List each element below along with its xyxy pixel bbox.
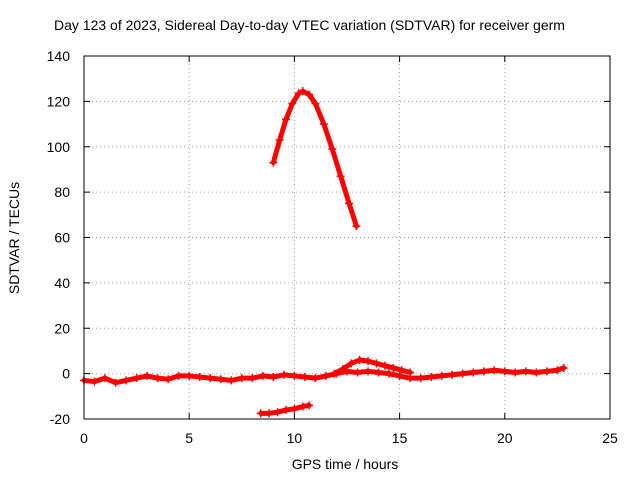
data-point bbox=[305, 401, 314, 410]
data-point bbox=[185, 371, 194, 380]
data-point bbox=[290, 371, 299, 380]
data-point bbox=[469, 368, 478, 377]
y-tick-label: -20 bbox=[50, 411, 70, 427]
data-point bbox=[132, 374, 141, 383]
data-point bbox=[372, 359, 381, 368]
data-point bbox=[195, 373, 204, 382]
x-axis-label: GPS time / hours bbox=[291, 456, 399, 472]
data-point bbox=[490, 366, 499, 375]
data-point bbox=[338, 365, 347, 374]
data-point bbox=[364, 357, 373, 366]
data-point bbox=[290, 404, 299, 413]
data-point bbox=[347, 359, 356, 368]
data-point bbox=[122, 376, 131, 385]
data-point bbox=[500, 367, 509, 376]
data-point bbox=[328, 145, 337, 154]
data-point bbox=[416, 374, 425, 383]
data-point bbox=[395, 371, 404, 380]
data-point bbox=[279, 370, 288, 379]
data-point bbox=[559, 363, 568, 372]
data-point bbox=[352, 222, 361, 231]
data-point bbox=[164, 375, 173, 384]
data-point bbox=[153, 374, 162, 383]
x-tick-label: 15 bbox=[392, 430, 408, 446]
y-tick-label: 120 bbox=[47, 93, 71, 109]
data-point bbox=[345, 199, 354, 208]
data-point bbox=[336, 172, 345, 181]
data-point bbox=[90, 377, 99, 386]
data-point bbox=[269, 158, 278, 167]
data-point bbox=[364, 367, 373, 376]
data-point bbox=[511, 368, 520, 377]
data-point bbox=[273, 408, 282, 417]
data-point bbox=[330, 369, 339, 378]
data-point bbox=[258, 371, 267, 380]
data-point bbox=[389, 363, 398, 372]
y-tick-label: 40 bbox=[54, 275, 70, 291]
y-tick-label: 80 bbox=[54, 184, 70, 200]
y-tick-label: 140 bbox=[47, 48, 71, 64]
data-point bbox=[311, 99, 320, 108]
data-point bbox=[397, 366, 406, 375]
data-point bbox=[532, 368, 541, 377]
data-point bbox=[281, 115, 290, 124]
data-point bbox=[269, 373, 278, 382]
data-point bbox=[288, 99, 297, 108]
data-point bbox=[256, 409, 265, 418]
data-point bbox=[174, 371, 183, 380]
data-point bbox=[265, 409, 274, 418]
data-point bbox=[294, 89, 303, 98]
x-tick-label: 20 bbox=[497, 430, 513, 446]
data-point bbox=[300, 373, 309, 382]
data-point bbox=[298, 87, 307, 96]
data-point bbox=[298, 402, 307, 411]
x-tick-label: 25 bbox=[602, 430, 618, 446]
chart-title: Day 123 of 2023, Sidereal Day-to-day VTE… bbox=[54, 17, 565, 33]
data-point bbox=[458, 369, 467, 378]
data-point bbox=[319, 120, 328, 129]
data-point bbox=[248, 374, 257, 383]
y-tick-label: 20 bbox=[54, 320, 70, 336]
y-tick-label: 100 bbox=[47, 139, 71, 155]
data-point bbox=[406, 368, 415, 377]
data-point bbox=[237, 374, 246, 383]
data-markers bbox=[80, 87, 568, 418]
data-point bbox=[353, 368, 362, 377]
y-tick-label: 0 bbox=[62, 366, 70, 382]
data-point bbox=[448, 370, 457, 379]
data-point bbox=[281, 405, 290, 414]
data-point bbox=[553, 366, 562, 375]
data-point bbox=[437, 371, 446, 380]
y-tick-label: 60 bbox=[54, 230, 70, 246]
grid-lines bbox=[84, 56, 610, 419]
series-high-arc bbox=[270, 88, 359, 229]
x-tick-label: 10 bbox=[287, 430, 303, 446]
x-tick-label: 0 bbox=[80, 430, 88, 446]
series-bump bbox=[331, 357, 413, 377]
data-point bbox=[374, 368, 383, 377]
data-point bbox=[385, 369, 394, 378]
data-point bbox=[111, 378, 120, 387]
x-tick-label: 5 bbox=[185, 430, 193, 446]
data-point bbox=[305, 90, 314, 99]
data-point bbox=[521, 367, 530, 376]
data-point bbox=[206, 374, 215, 383]
data-point bbox=[101, 374, 110, 383]
data-point bbox=[380, 361, 389, 370]
data-point bbox=[542, 367, 551, 376]
data-point bbox=[216, 375, 225, 384]
y-axis-label: SDTVAR / TECUs bbox=[6, 181, 22, 295]
axis-ticks: 0 5 10 15 20 25 -20 0 20 40 60 80 100 120 140 bbox=[47, 48, 618, 446]
data-point bbox=[355, 356, 364, 365]
plot-frame bbox=[83, 55, 611, 420]
data-point bbox=[143, 371, 152, 380]
data-point bbox=[275, 135, 284, 144]
data-point bbox=[427, 373, 436, 382]
data-point bbox=[321, 371, 330, 380]
data-point bbox=[479, 367, 488, 376]
data-point bbox=[311, 374, 320, 383]
data-point bbox=[227, 376, 236, 385]
